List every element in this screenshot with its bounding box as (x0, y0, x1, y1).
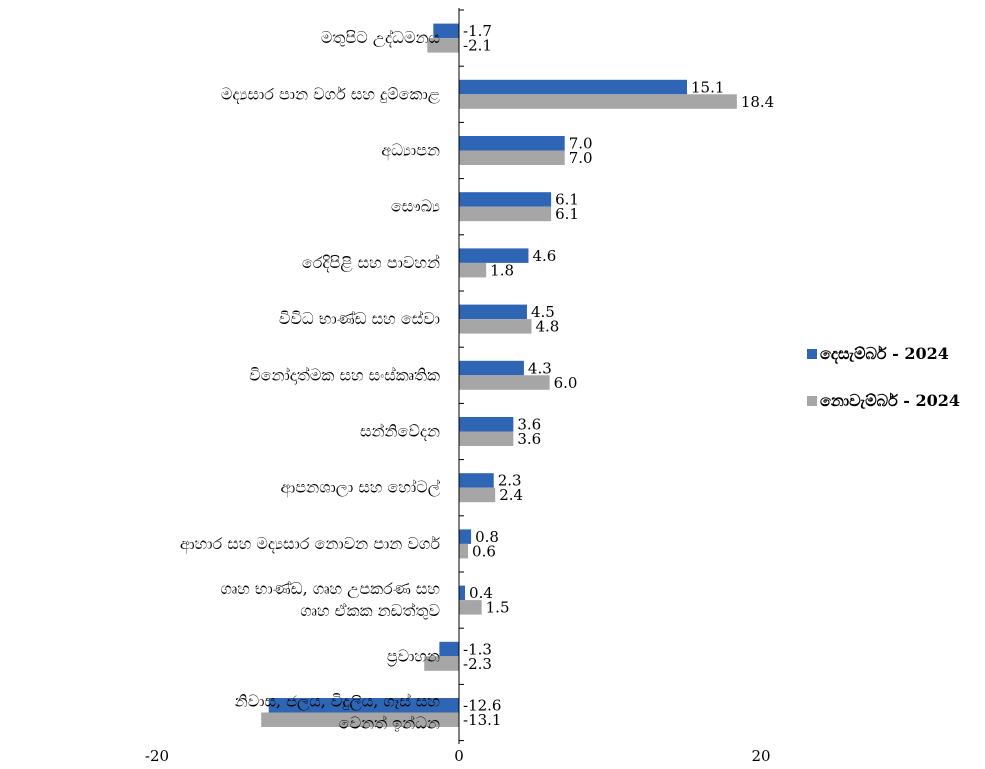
bar-december (459, 136, 565, 151)
value-label: 7.0 (569, 149, 593, 167)
value-label: 0.4 (469, 584, 493, 602)
x-tick-label: -20 (145, 747, 169, 765)
value-label: 6.1 (555, 205, 579, 223)
legend-label: නොවැම්බර් - 2024 (820, 391, 960, 410)
bar-november (459, 543, 469, 559)
bar-november (261, 712, 459, 727)
bar-december (439, 641, 459, 657)
category-label: මතුපිට උද්ධමනය (321, 28, 440, 48)
value-label: 4.8 (535, 318, 559, 336)
bars-group (261, 23, 737, 727)
x-tick-label: 0 (454, 747, 464, 765)
value-label: 4.3 (528, 359, 552, 377)
value-label: -1.7 (463, 22, 492, 40)
x-tick-label: 20 (751, 747, 770, 765)
value-label: 2.3 (498, 472, 522, 490)
value-label: 4.5 (531, 303, 555, 321)
category-label: ප්‍රවාහන (387, 646, 440, 666)
category-label: ආපනශාලා සහ හෝටල් (281, 478, 441, 498)
bar-december (459, 360, 524, 376)
bar-november (459, 487, 496, 503)
value-label: 18.4 (741, 93, 774, 111)
bar-november (459, 319, 532, 334)
value-label: 0.6 (472, 542, 496, 560)
value-label: 2.4 (499, 486, 523, 504)
value-label: 4.6 (532, 247, 556, 265)
bar-december (268, 698, 459, 713)
legend-swatch (807, 349, 817, 359)
value-label: 1.8 (490, 261, 514, 279)
bar-november (459, 150, 565, 165)
bar-december (459, 529, 472, 544)
value-label: 3.6 (517, 430, 541, 448)
category-label: විනෝදාත්මක සහ සංස්කෘතික (249, 365, 440, 384)
axis-group: -20 0 20 (145, 8, 771, 765)
value-label: -13.1 (463, 711, 501, 729)
bar-december (459, 304, 527, 320)
bar-november (459, 431, 514, 446)
value-label: 6.0 (554, 374, 578, 392)
bar-december (459, 192, 552, 207)
value-label: 15.1 (691, 78, 724, 96)
category-label: ආහාර සහ මද්‍යසාර නොවන පාන වර්ග (180, 534, 440, 554)
bar-november (459, 375, 550, 390)
bar-november (459, 262, 487, 278)
legend-swatch (807, 396, 817, 406)
category-label: ගෘහ භාණ්ඩ, ගෘහ උපකරණ සහ (221, 579, 440, 599)
value-label: 7.0 (569, 135, 593, 153)
category-label: විවිධ භාණ්ඩ සහ සේවා (279, 309, 440, 328)
bar-december (459, 585, 466, 601)
bar-december (459, 248, 529, 263)
category-label: රෙදිපිළි සහ පාවහන් (302, 253, 440, 273)
bar-november (459, 94, 737, 109)
value-label: -1.3 (463, 640, 492, 658)
bar-december (433, 23, 459, 39)
category-label: නිවාස, ජලය, විදුලිය, ගෑස් සහ (235, 692, 440, 712)
bar-november (427, 38, 459, 53)
category-labels-group: මතුපිට උද්ධමනය මද්‍යසාර පාන වර්ග සහ දුම්ක… (180, 28, 440, 732)
category-label: ගෘහ ඒකක නඩත්තුව (300, 601, 440, 620)
value-label: 0.8 (475, 528, 499, 546)
value-label: 6.1 (555, 191, 579, 209)
legend-label: දෙසැම්බර් - 2024 (820, 344, 949, 364)
category-label: සෞඛ්‍ය (391, 197, 440, 216)
value-label: 3.6 (517, 416, 541, 434)
value-labels-group: -1.7-2.1 15.1 18.4 7.07.0 6.16.1 4.6 1.8 4.54.8… (463, 22, 774, 729)
value-label: -12.6 (463, 697, 501, 715)
value-label: 1.5 (486, 599, 510, 617)
category-label: අධ්‍යාපන (381, 141, 440, 161)
category-label: සන්නිවේදන (360, 422, 440, 441)
bar-december (459, 417, 514, 432)
category-label: මද්‍යසාර පාන වර්ග සහ දුම්කොළ (221, 84, 440, 104)
bar-december (459, 473, 494, 488)
category-label: වෙනත් ඉන්ධන (339, 714, 440, 733)
bar-december (459, 79, 688, 95)
bar-november (459, 600, 482, 615)
value-label: -2.1 (463, 37, 492, 55)
bar-november (459, 206, 552, 222)
value-label: -2.3 (463, 655, 492, 673)
legend: දෙසැම්බර් - 2024 නොවැම්බර් - 2024 (807, 344, 960, 410)
bar-november (424, 656, 459, 671)
